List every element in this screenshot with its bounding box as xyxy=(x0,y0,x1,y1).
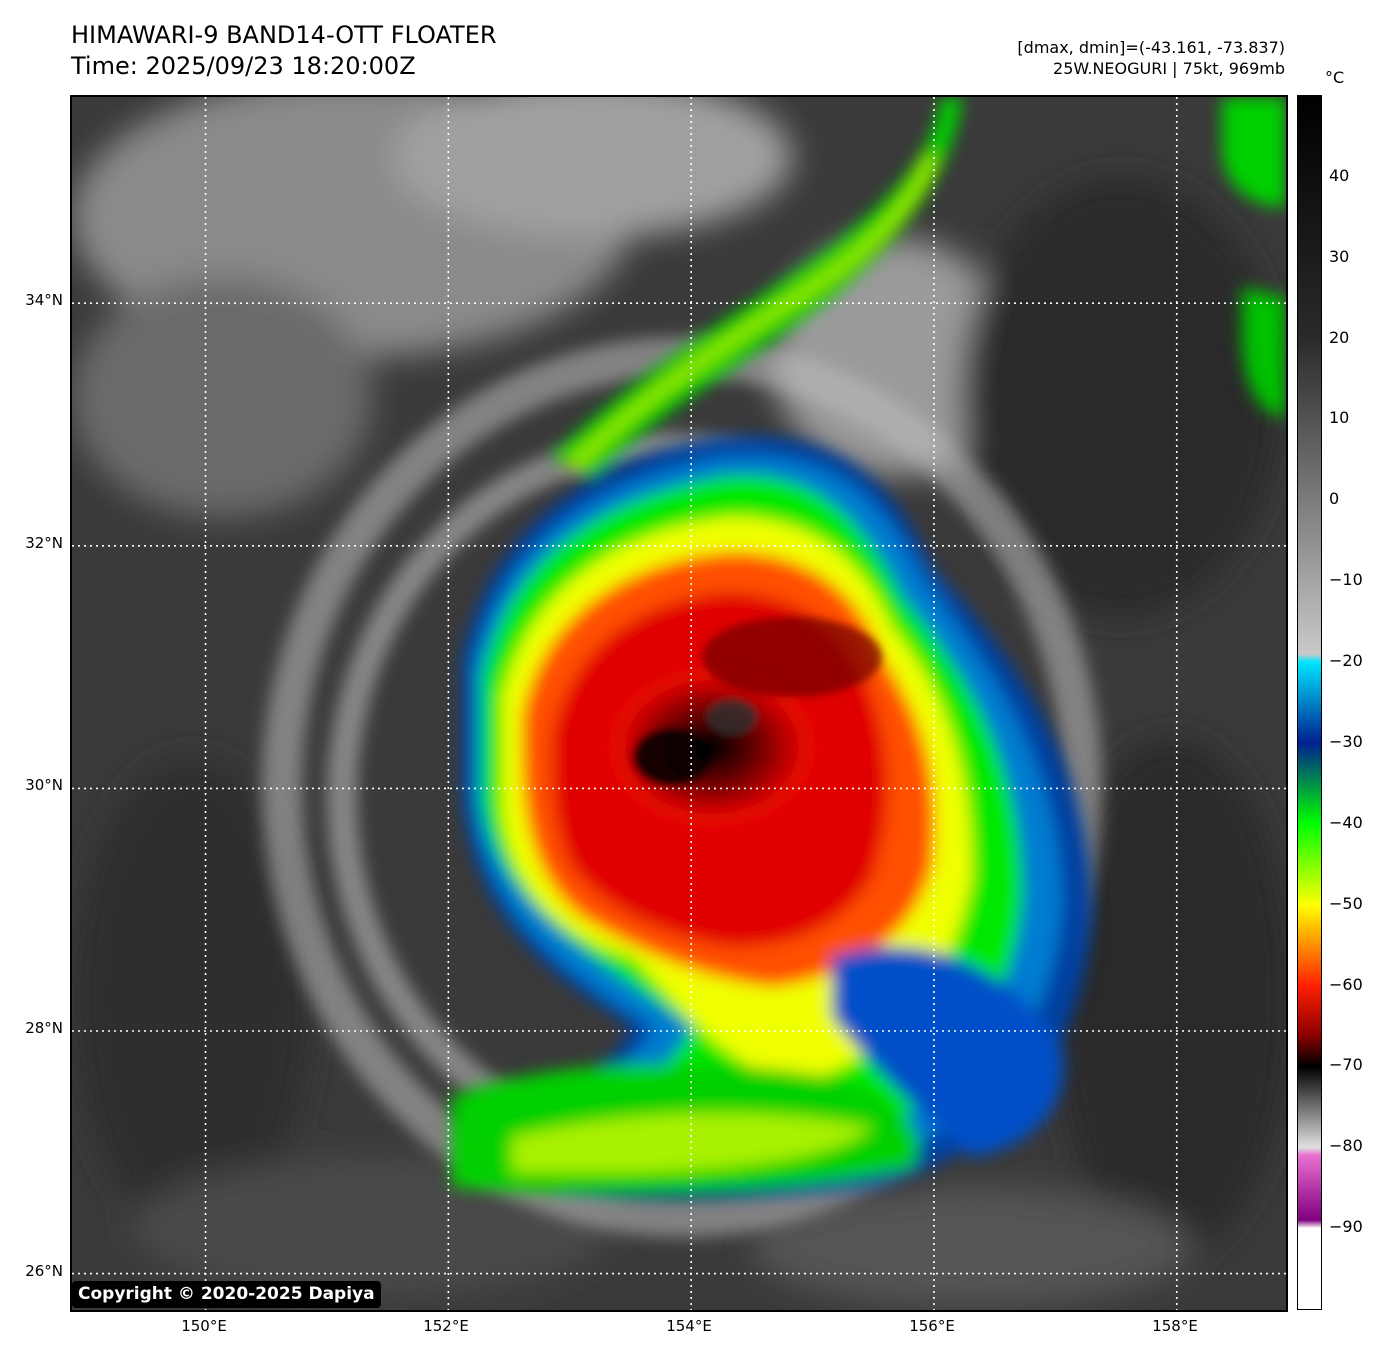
colorbar-tick: −40 xyxy=(1329,812,1363,832)
colorbar-tick: −50 xyxy=(1329,893,1363,913)
background-clouds xyxy=(72,97,1286,1307)
lon-label-152e: 152°E xyxy=(423,1317,469,1335)
temperature-range: [dmax, dmin]=(-43.161, -73.837) xyxy=(1017,38,1285,57)
storm-info: 25W.NEOGURI | 75kt, 969mb xyxy=(1053,59,1285,78)
chart-title: HIMAWARI-9 BAND14-OTT FLOATER xyxy=(71,21,497,49)
satellite-imagery xyxy=(72,97,1286,1310)
lon-label-150e: 150°E xyxy=(181,1317,227,1335)
central-dense-overcast xyxy=(602,617,882,832)
colorbar-tick: 10 xyxy=(1329,408,1350,428)
colorbar-tick: 40 xyxy=(1329,165,1350,185)
lon-label-154e: 154°E xyxy=(666,1317,712,1335)
colorbar-unit: °C xyxy=(1325,68,1345,87)
lat-label-32n: 32°N xyxy=(25,534,63,552)
lon-label-158e: 158°E xyxy=(1152,1317,1198,1335)
lon-label-156e: 156°E xyxy=(909,1317,955,1335)
colorbar-tick: −10 xyxy=(1329,570,1363,590)
lat-label-28n: 28°N xyxy=(25,1019,63,1037)
colorbar-tick: −80 xyxy=(1329,1136,1363,1156)
colorbar-tick: 0 xyxy=(1329,489,1340,509)
lat-label-30n: 30°N xyxy=(25,776,63,794)
colorbar-tick: −90 xyxy=(1329,1217,1363,1237)
colorbar-tick: 20 xyxy=(1329,327,1350,347)
colorbar-tick: −60 xyxy=(1329,974,1363,994)
graticule xyxy=(72,97,1286,1310)
colorbar-tick: −20 xyxy=(1329,651,1363,671)
lat-label-34n: 34°N xyxy=(25,291,63,309)
copyright-badge: Copyright © 2020-2025 Dapiya xyxy=(72,1281,381,1308)
colorbar-tick: 30 xyxy=(1329,246,1350,266)
lat-label-26n: 26°N xyxy=(25,1262,63,1280)
satellite-map xyxy=(70,95,1288,1312)
timestamp: Time: 2025/09/23 18:20:00Z xyxy=(71,52,416,80)
colorbar-tick: −70 xyxy=(1329,1055,1363,1075)
colorbar xyxy=(1297,95,1322,1310)
colorbar-tick: −30 xyxy=(1329,731,1363,751)
